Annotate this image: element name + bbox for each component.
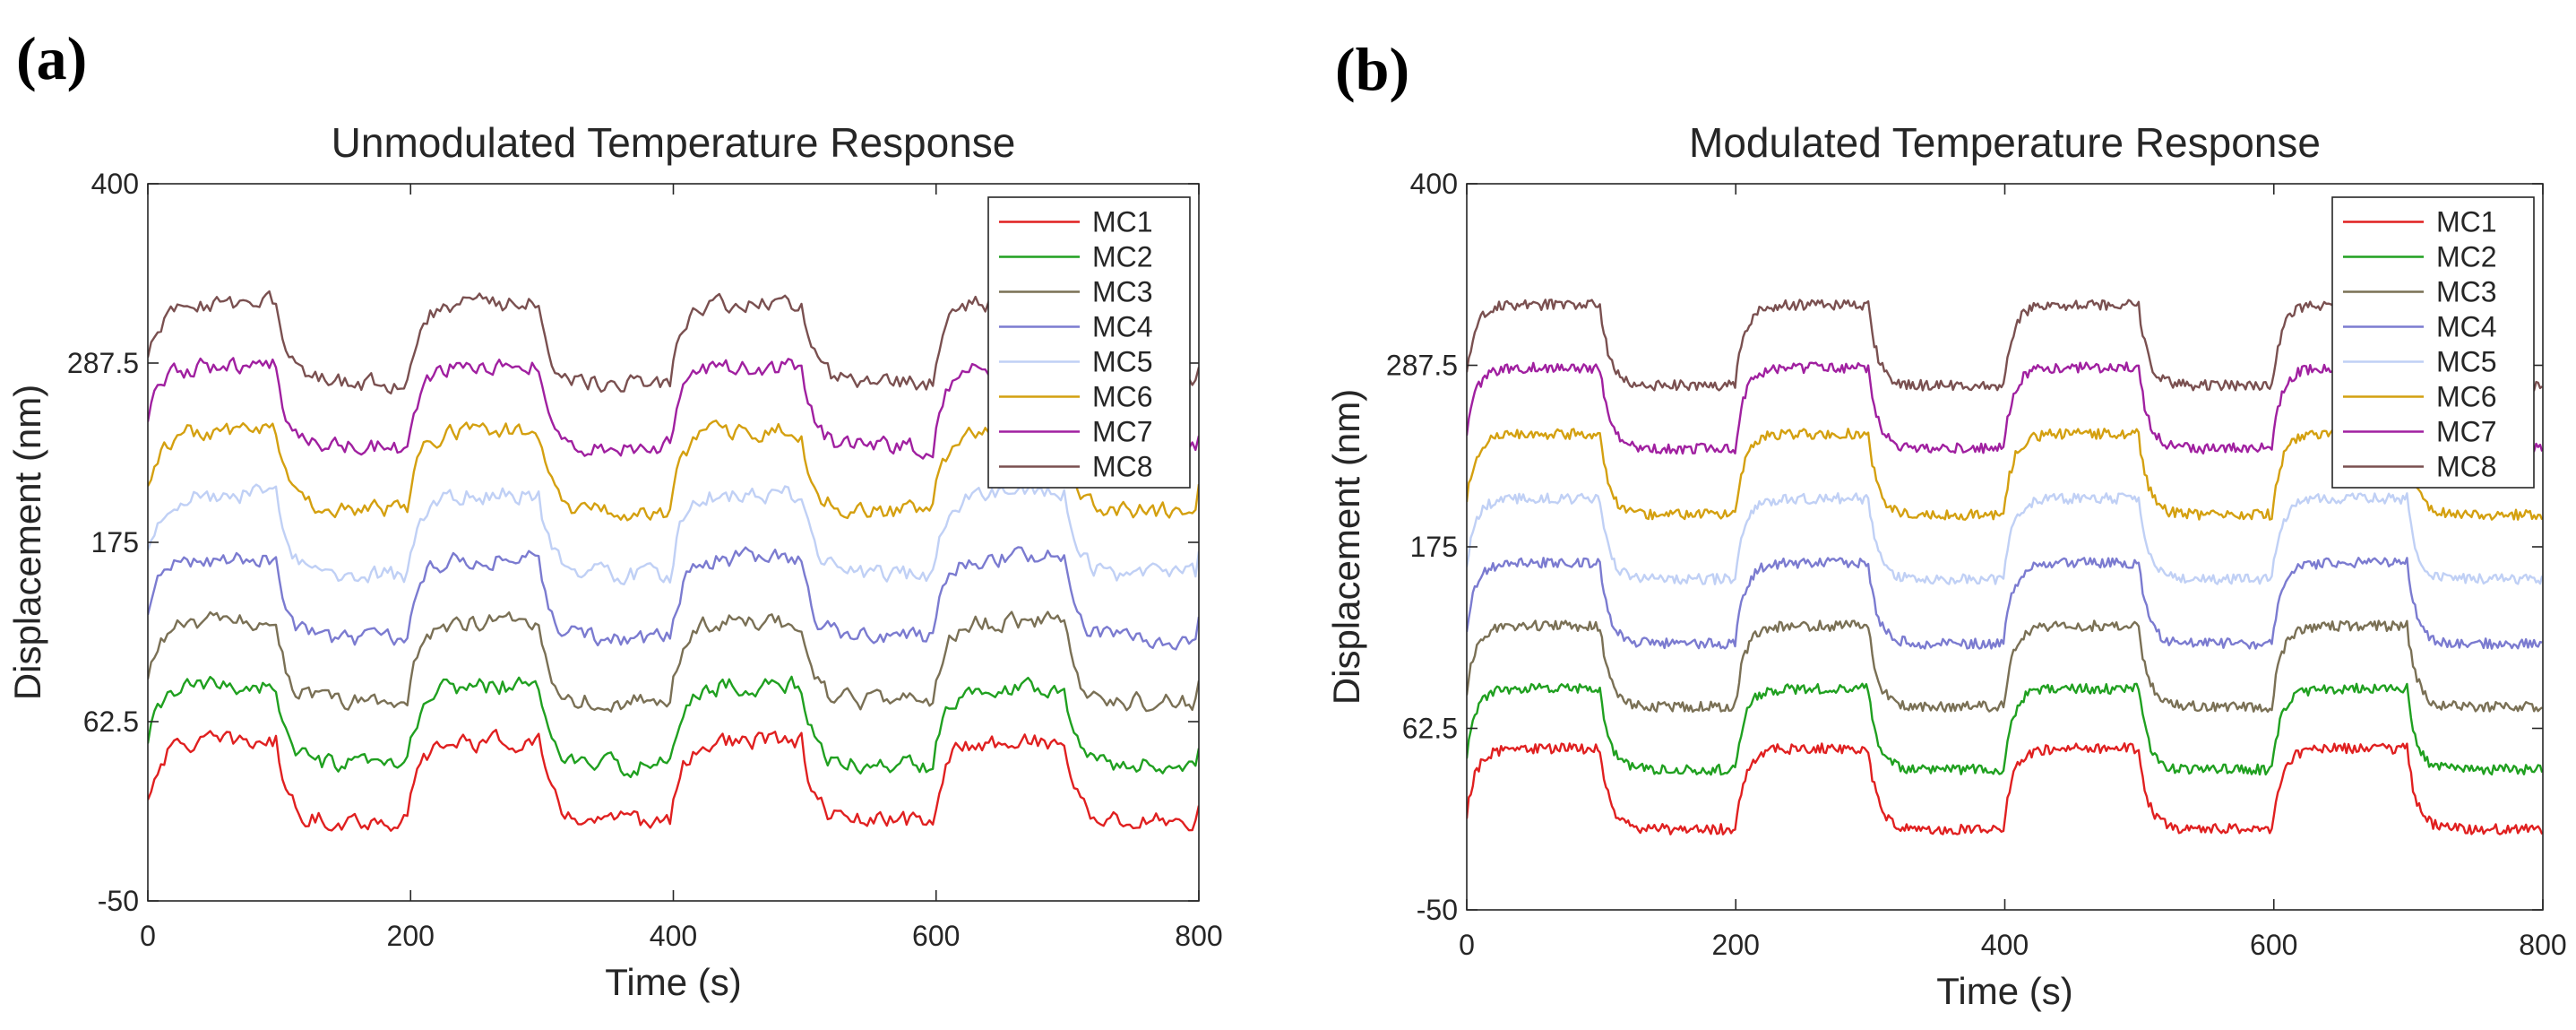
y-tick-label: 175 [91, 526, 139, 558]
legend-label: MC8 [1092, 451, 1153, 483]
x-tick-label: 0 [140, 920, 156, 952]
y-tick-label: -50 [1417, 894, 1458, 926]
legend-label: MC4 [2436, 311, 2497, 343]
x-axis-label: Time (s) [1936, 970, 2072, 1012]
series-lines [148, 290, 1199, 832]
legend-label: MC3 [2436, 276, 2497, 308]
y-tick-label: -50 [98, 885, 139, 917]
legend-label: MC6 [2436, 381, 2497, 413]
series-line-mc4 [1467, 557, 2543, 650]
x-tick-label: 400 [1981, 929, 2029, 961]
legend-label: MC7 [2436, 416, 2497, 448]
y-tick-label: 175 [1410, 531, 1458, 563]
x-axis-label: Time (s) [605, 961, 741, 1003]
y-tick-label: 400 [1410, 168, 1458, 200]
legend-label: MC1 [1092, 206, 1153, 238]
series-line-mc2 [1467, 682, 2543, 776]
y-tick-label: 287.5 [1386, 350, 1458, 382]
x-tick-label: 200 [387, 920, 435, 952]
legend-box [987, 196, 1191, 489]
panel-letter: (b) [1335, 35, 1409, 103]
y-tick-label: 287.5 [67, 347, 139, 379]
panel-letter: (a) [16, 24, 87, 92]
legend-label: MC2 [1092, 241, 1153, 273]
chart-title: Unmodulated Temperature Response [332, 119, 1016, 166]
legend-label: MC3 [1092, 276, 1153, 308]
chart-panel-0: (a) Unmodulated Temperature Response 0 200 4… [6, 24, 1223, 1003]
x-tick-label: 800 [1175, 920, 1222, 952]
legend-label: MC8 [2436, 451, 2497, 483]
x-tick-label: 600 [912, 920, 960, 952]
x-tick-label: 400 [650, 920, 697, 952]
legend-label: MC1 [2436, 206, 2497, 238]
legend-label: MC7 [1092, 416, 1153, 448]
legend-box [2331, 196, 2535, 489]
legend-label: MC2 [2436, 241, 2497, 273]
legend-label: MC6 [1092, 381, 1153, 413]
series-line-mc2 [148, 675, 1199, 779]
legend-label: MC5 [2436, 346, 2497, 378]
x-tick-label: 200 [1712, 929, 1760, 961]
y-axis-label: Displacement (nm) [6, 385, 48, 700]
series-line-mc3 [1467, 619, 2543, 714]
x-tick-label: 600 [2250, 929, 2297, 961]
series-line-mc4 [148, 546, 1199, 651]
chart-panel-1: (b) Modulated Temperature Response 0 200 400… [1325, 35, 2567, 1012]
series-line-mc5 [148, 483, 1199, 585]
chart-title: Modulated Temperature Response [1689, 119, 2321, 166]
series-line-mc3 [148, 610, 1199, 713]
y-tick-label: 62.5 [1402, 713, 1458, 745]
x-tick-label: 0 [1459, 929, 1475, 961]
legend-label: MC5 [1092, 346, 1153, 378]
y-tick-label: 400 [91, 168, 139, 200]
y-tick-label: 62.5 [83, 705, 139, 738]
series-line-mc1 [1467, 742, 2543, 835]
y-axis-label: Displacement (nm) [1325, 389, 1367, 705]
legend-label: MC4 [1092, 311, 1153, 343]
series-line-mc5 [1467, 492, 2543, 585]
x-tick-label: 800 [2519, 929, 2566, 961]
series-line-mc1 [148, 729, 1199, 832]
